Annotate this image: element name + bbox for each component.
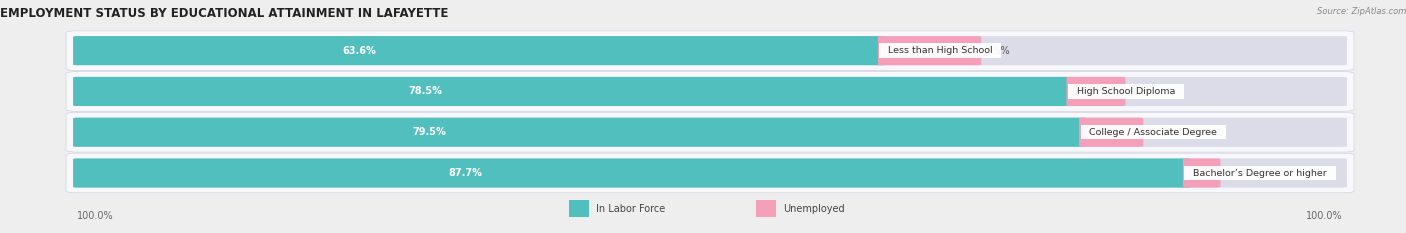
FancyBboxPatch shape bbox=[73, 77, 1074, 106]
FancyBboxPatch shape bbox=[66, 153, 1354, 193]
Text: 87.7%: 87.7% bbox=[449, 168, 482, 178]
Text: 4.4%: 4.4% bbox=[1147, 127, 1171, 137]
Text: 100.0%: 100.0% bbox=[77, 211, 114, 221]
FancyBboxPatch shape bbox=[73, 118, 1347, 147]
Text: 63.6%: 63.6% bbox=[342, 46, 375, 56]
Text: Unemployed: Unemployed bbox=[783, 204, 845, 213]
Text: 100.0%: 100.0% bbox=[1306, 211, 1343, 221]
FancyBboxPatch shape bbox=[1182, 158, 1220, 188]
FancyBboxPatch shape bbox=[73, 158, 1191, 188]
Text: EMPLOYMENT STATUS BY EDUCATIONAL ATTAINMENT IN LAFAYETTE: EMPLOYMENT STATUS BY EDUCATIONAL ATTAINM… bbox=[0, 7, 449, 20]
FancyBboxPatch shape bbox=[73, 77, 1347, 106]
FancyBboxPatch shape bbox=[569, 200, 589, 217]
FancyBboxPatch shape bbox=[877, 36, 981, 65]
Text: College / Associate Degree: College / Associate Degree bbox=[1083, 128, 1223, 137]
Text: In Labor Force: In Labor Force bbox=[596, 204, 665, 213]
FancyBboxPatch shape bbox=[1066, 77, 1125, 106]
FancyBboxPatch shape bbox=[1078, 118, 1143, 147]
Text: Source: ZipAtlas.com: Source: ZipAtlas.com bbox=[1316, 7, 1406, 16]
Text: 7.5%: 7.5% bbox=[986, 46, 1010, 56]
FancyBboxPatch shape bbox=[66, 72, 1354, 111]
FancyBboxPatch shape bbox=[756, 200, 776, 217]
Text: 79.5%: 79.5% bbox=[412, 127, 446, 137]
FancyBboxPatch shape bbox=[73, 118, 1087, 147]
Text: 78.5%: 78.5% bbox=[408, 86, 441, 96]
Text: 2.3%: 2.3% bbox=[1225, 168, 1249, 178]
Text: 4.0%: 4.0% bbox=[1129, 86, 1154, 96]
FancyBboxPatch shape bbox=[66, 112, 1354, 152]
Text: Less than High School: Less than High School bbox=[882, 46, 998, 55]
Text: High School Diploma: High School Diploma bbox=[1071, 87, 1181, 96]
FancyBboxPatch shape bbox=[66, 31, 1354, 70]
FancyBboxPatch shape bbox=[73, 36, 1347, 65]
FancyBboxPatch shape bbox=[73, 158, 1347, 188]
FancyBboxPatch shape bbox=[73, 36, 886, 65]
Text: Bachelor’s Degree or higher: Bachelor’s Degree or higher bbox=[1187, 168, 1333, 178]
